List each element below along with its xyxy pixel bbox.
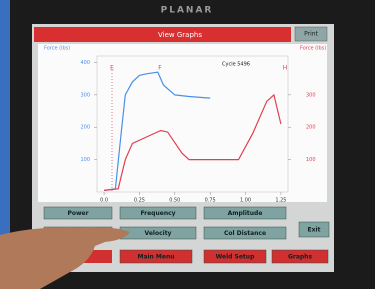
button-label[interactable]: Weld Setup (216, 254, 255, 261)
y-tick-label: 100 (80, 157, 90, 163)
x-tick-label: 0.50 (169, 198, 180, 204)
x-tick-label: 0.25 (134, 198, 145, 204)
button-label[interactable]: Velocity (145, 230, 172, 237)
button-label[interactable]: Frequency (140, 210, 175, 217)
y2-tick-label: 300 (306, 92, 316, 98)
button-label[interactable]: Col Distance (224, 230, 266, 237)
print-button-label[interactable]: Print (304, 31, 318, 38)
button-label[interactable]: Amplitude (228, 210, 263, 217)
marker-label: H (283, 65, 288, 72)
cycle-label: Cycle 5496 (222, 62, 250, 68)
x-tick-label: 0.0 (100, 198, 108, 204)
header-title: View Graphs (158, 31, 202, 39)
right-axis-label: Force (lbs) (300, 46, 326, 52)
button-label[interactable]: Exit (308, 227, 321, 234)
page: { "brand": "PLANAR", "header": {"title":… (0, 0, 375, 289)
screen-photo: PLANAR View Graphs Print Force (lbs) Forc… (0, 0, 375, 289)
y-tick-label: 400 (80, 60, 90, 66)
left-axis-label: Force (lbs) (44, 46, 70, 52)
y2-tick-label: 100 (306, 157, 316, 163)
y-tick-label: 300 (80, 92, 90, 98)
x-tick-label: 1.25 (275, 198, 286, 204)
y-tick-label: 200 (80, 125, 90, 131)
brand: PLANAR (161, 6, 214, 16)
marker-label: F (158, 65, 162, 72)
button-label[interactable]: Power (67, 210, 88, 217)
button-label[interactable]: Main Menu (137, 254, 174, 261)
x-tick-label: 1.00 (240, 198, 251, 204)
button-label[interactable]: Graphs (288, 254, 312, 261)
x-tick-label: 0.75 (205, 198, 216, 204)
y2-tick-label: 200 (306, 125, 316, 131)
